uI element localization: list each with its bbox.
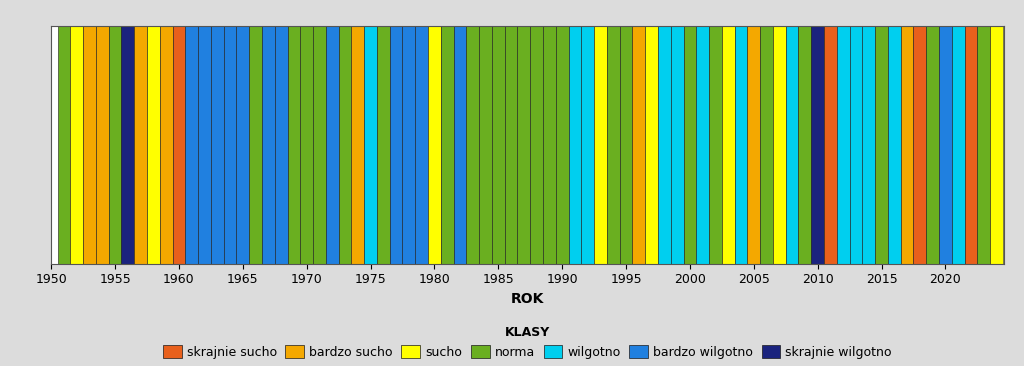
Bar — [722, 26, 734, 264]
Bar — [927, 26, 939, 264]
Bar — [901, 26, 913, 264]
Bar — [734, 26, 748, 264]
Bar — [288, 26, 300, 264]
Bar — [390, 26, 402, 264]
Bar — [466, 26, 479, 264]
Bar — [122, 26, 134, 264]
Bar — [530, 26, 543, 264]
Bar — [837, 26, 850, 264]
Bar — [709, 26, 722, 264]
Bar — [454, 26, 466, 264]
Bar — [696, 26, 709, 264]
Bar — [760, 26, 773, 264]
Bar — [339, 26, 351, 264]
Bar — [249, 26, 262, 264]
Bar — [71, 26, 83, 264]
Bar — [416, 26, 428, 264]
Bar — [990, 26, 1002, 264]
Bar — [785, 26, 799, 264]
Bar — [888, 26, 901, 264]
Bar — [492, 26, 505, 264]
Bar — [505, 26, 517, 264]
Bar — [160, 26, 173, 264]
Bar — [951, 26, 965, 264]
X-axis label: ROK: ROK — [511, 292, 544, 306]
Bar — [185, 26, 198, 264]
Bar — [198, 26, 211, 264]
Bar — [274, 26, 288, 264]
Bar — [237, 26, 249, 264]
Bar — [965, 26, 977, 264]
Bar — [109, 26, 122, 264]
Bar — [543, 26, 556, 264]
Bar — [326, 26, 339, 264]
Bar — [300, 26, 313, 264]
Bar — [96, 26, 109, 264]
Bar — [850, 26, 862, 264]
Bar — [811, 26, 824, 264]
Bar — [620, 26, 633, 264]
Bar — [568, 26, 582, 264]
Bar — [173, 26, 185, 264]
Bar — [57, 26, 71, 264]
Bar — [824, 26, 837, 264]
Bar — [262, 26, 274, 264]
Bar — [939, 26, 951, 264]
Bar — [402, 26, 416, 264]
Bar — [134, 26, 147, 264]
Bar — [479, 26, 492, 264]
Bar — [658, 26, 671, 264]
Bar — [313, 26, 326, 264]
Bar — [748, 26, 760, 264]
Bar — [517, 26, 530, 264]
Bar — [876, 26, 888, 264]
Bar — [211, 26, 223, 264]
Bar — [594, 26, 607, 264]
Bar — [633, 26, 645, 264]
Bar — [428, 26, 440, 264]
Bar — [773, 26, 785, 264]
Bar — [862, 26, 876, 264]
Bar — [83, 26, 96, 264]
Bar — [977, 26, 990, 264]
Bar — [799, 26, 811, 264]
Bar — [913, 26, 927, 264]
Bar — [684, 26, 696, 264]
Bar — [607, 26, 620, 264]
Bar — [377, 26, 390, 264]
Bar — [147, 26, 160, 264]
Bar — [556, 26, 568, 264]
Bar — [223, 26, 237, 264]
Bar — [582, 26, 594, 264]
Bar — [365, 26, 377, 264]
Bar — [351, 26, 365, 264]
Bar — [671, 26, 684, 264]
Bar — [645, 26, 658, 264]
Legend: skrajnie sucho, bardzo sucho, sucho, norma, wilgotno, bardzo wilgotno, skrajnie : skrajnie sucho, bardzo sucho, sucho, nor… — [159, 322, 896, 362]
Bar — [440, 26, 454, 264]
